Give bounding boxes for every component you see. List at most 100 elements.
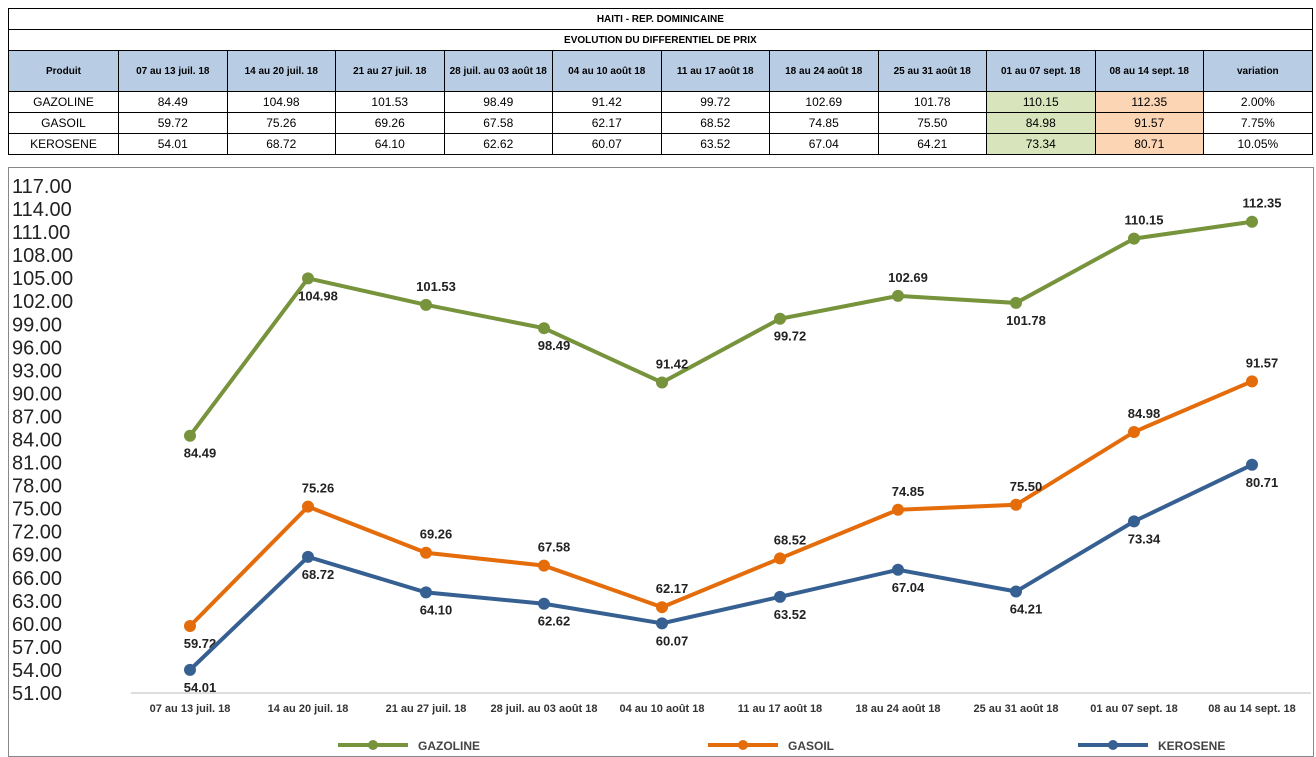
y-tick-label: 114.00 [12, 199, 72, 221]
point [1128, 515, 1140, 528]
data-label: 112.35 [1242, 196, 1281, 211]
point [774, 552, 786, 565]
point [302, 272, 314, 285]
data-label: 91.42 [656, 357, 689, 372]
x-tick-label: 21 au 27 juil. 18 [385, 703, 467, 715]
x-tick-label: 01 au 07 sept. 18 [1090, 703, 1178, 715]
x-tick-label: 14 au 20 juil. 18 [267, 703, 349, 715]
header-cell: Produit [8, 50, 119, 92]
data-label: 80.71 [1246, 475, 1279, 490]
line [188, 379, 1253, 628]
data-label: 68.72 [302, 567, 335, 582]
legend-label: GASOIL [788, 739, 834, 752]
data-row: GAZOLINE 84.49 104.98 101.53 98.49 91.42 99.72… [8, 91, 1313, 113]
header-cell: 25 au 31 août 18 [877, 50, 987, 92]
x-tick-label: 07 au 13 juil. 18 [149, 703, 231, 715]
point [656, 617, 668, 630]
point [184, 429, 196, 442]
y-tick-label: 81.00 [12, 453, 62, 475]
point [1010, 296, 1022, 309]
y-tick-label: 105.00 [12, 268, 73, 290]
data-label: 84.49 [184, 446, 217, 461]
y-tick-label: 54.00 [12, 660, 62, 682]
data-label: 101.78 [1006, 313, 1046, 328]
y-tick-label: 63.00 [12, 591, 62, 613]
point [1128, 425, 1140, 438]
point [774, 312, 786, 325]
y-tick-label: 99.00 [12, 314, 62, 336]
data-label: 102.69 [888, 270, 928, 285]
y-tick-label: 102.00 [12, 291, 73, 313]
y-tick-label: 111.00 [12, 222, 70, 244]
y-tick-label: 90.00 [12, 383, 62, 405]
x-tick-label: 04 au 10 août 18 [619, 703, 705, 715]
data-label: 62.17 [656, 581, 689, 596]
cell: 54.01 [118, 133, 228, 155]
data-label: 59.72 [184, 636, 217, 651]
point [538, 559, 550, 572]
line [188, 219, 1253, 437]
y-tick-label: 93.00 [12, 360, 62, 382]
data-label: 74.85 [892, 484, 925, 499]
cell: 102.69 [769, 91, 879, 113]
point [774, 590, 786, 603]
data-label: 110.15 [1124, 213, 1163, 228]
cell: 10.05% [1203, 133, 1313, 155]
data-label: 67.04 [892, 580, 925, 595]
cell: 110.15 [986, 91, 1096, 113]
data-label: 91.57 [1246, 355, 1279, 370]
data-label: 101.53 [416, 279, 456, 294]
header-cell: 11 au 17 août 18 [660, 50, 770, 92]
cell: GASOIL [8, 112, 119, 134]
data-label: 67.58 [538, 540, 571, 555]
point [184, 663, 196, 676]
y-tick-label: 72.00 [12, 522, 62, 544]
data-label: 62.62 [538, 614, 571, 629]
x-tick-label: 25 au 31 août 18 [973, 703, 1059, 715]
y-tick-label: 66.00 [12, 568, 62, 590]
legend-marker [738, 740, 748, 750]
y-tick-label: 84.00 [12, 430, 62, 452]
legend-marker [1108, 740, 1118, 750]
data-label: 98.49 [538, 338, 571, 353]
header-row: Produit 07 au 13 juil. 18 14 au 20 juil. 1… [8, 50, 1313, 92]
header-cell: 01 au 07 sept. 18 [986, 50, 1096, 92]
y-tick-label: 69.00 [12, 545, 62, 567]
y-tick-label: 78.00 [12, 476, 62, 498]
point [420, 298, 432, 311]
data-label: 69.26 [420, 527, 453, 542]
line [188, 462, 1253, 672]
data-row: KEROSENE 54.01 68.72 64.10 62.62 60.07 63.52 67… [8, 133, 1313, 155]
y-tick-label: 96.00 [12, 337, 62, 359]
data-label: 54.01 [184, 680, 217, 695]
data-label: 64.10 [420, 602, 453, 617]
point [656, 601, 668, 614]
legend-label: GAZOLINE [418, 739, 480, 752]
point [420, 586, 432, 599]
data-label: 99.72 [774, 329, 807, 344]
point [302, 550, 314, 563]
point [1246, 458, 1258, 471]
point [656, 376, 668, 389]
point [302, 500, 314, 513]
header-cell: 04 au 10 août 18 [552, 50, 662, 92]
point [1246, 375, 1258, 388]
legend-marker [368, 740, 378, 750]
header-cell: 08 au 14 sept. 18 [1094, 50, 1204, 92]
cell: KEROSENE [8, 133, 119, 155]
x-tick-label: 08 au 14 sept. 18 [1208, 703, 1296, 715]
x-tick-label: 11 au 17 août 18 [737, 703, 823, 715]
cell: 64.10 [335, 133, 445, 155]
data-label: 104.98 [298, 288, 338, 303]
point [184, 620, 196, 633]
y-tick-label: 108.00 [12, 245, 73, 267]
cell: 67.04 [769, 133, 879, 155]
cell: 80.71 [1094, 133, 1204, 155]
data-label: 75.50 [1010, 479, 1043, 494]
point [892, 503, 904, 516]
y-tick-label: 57.00 [12, 637, 62, 659]
cell: 62.62 [443, 133, 553, 155]
y-tick-label: 75.00 [12, 499, 62, 521]
